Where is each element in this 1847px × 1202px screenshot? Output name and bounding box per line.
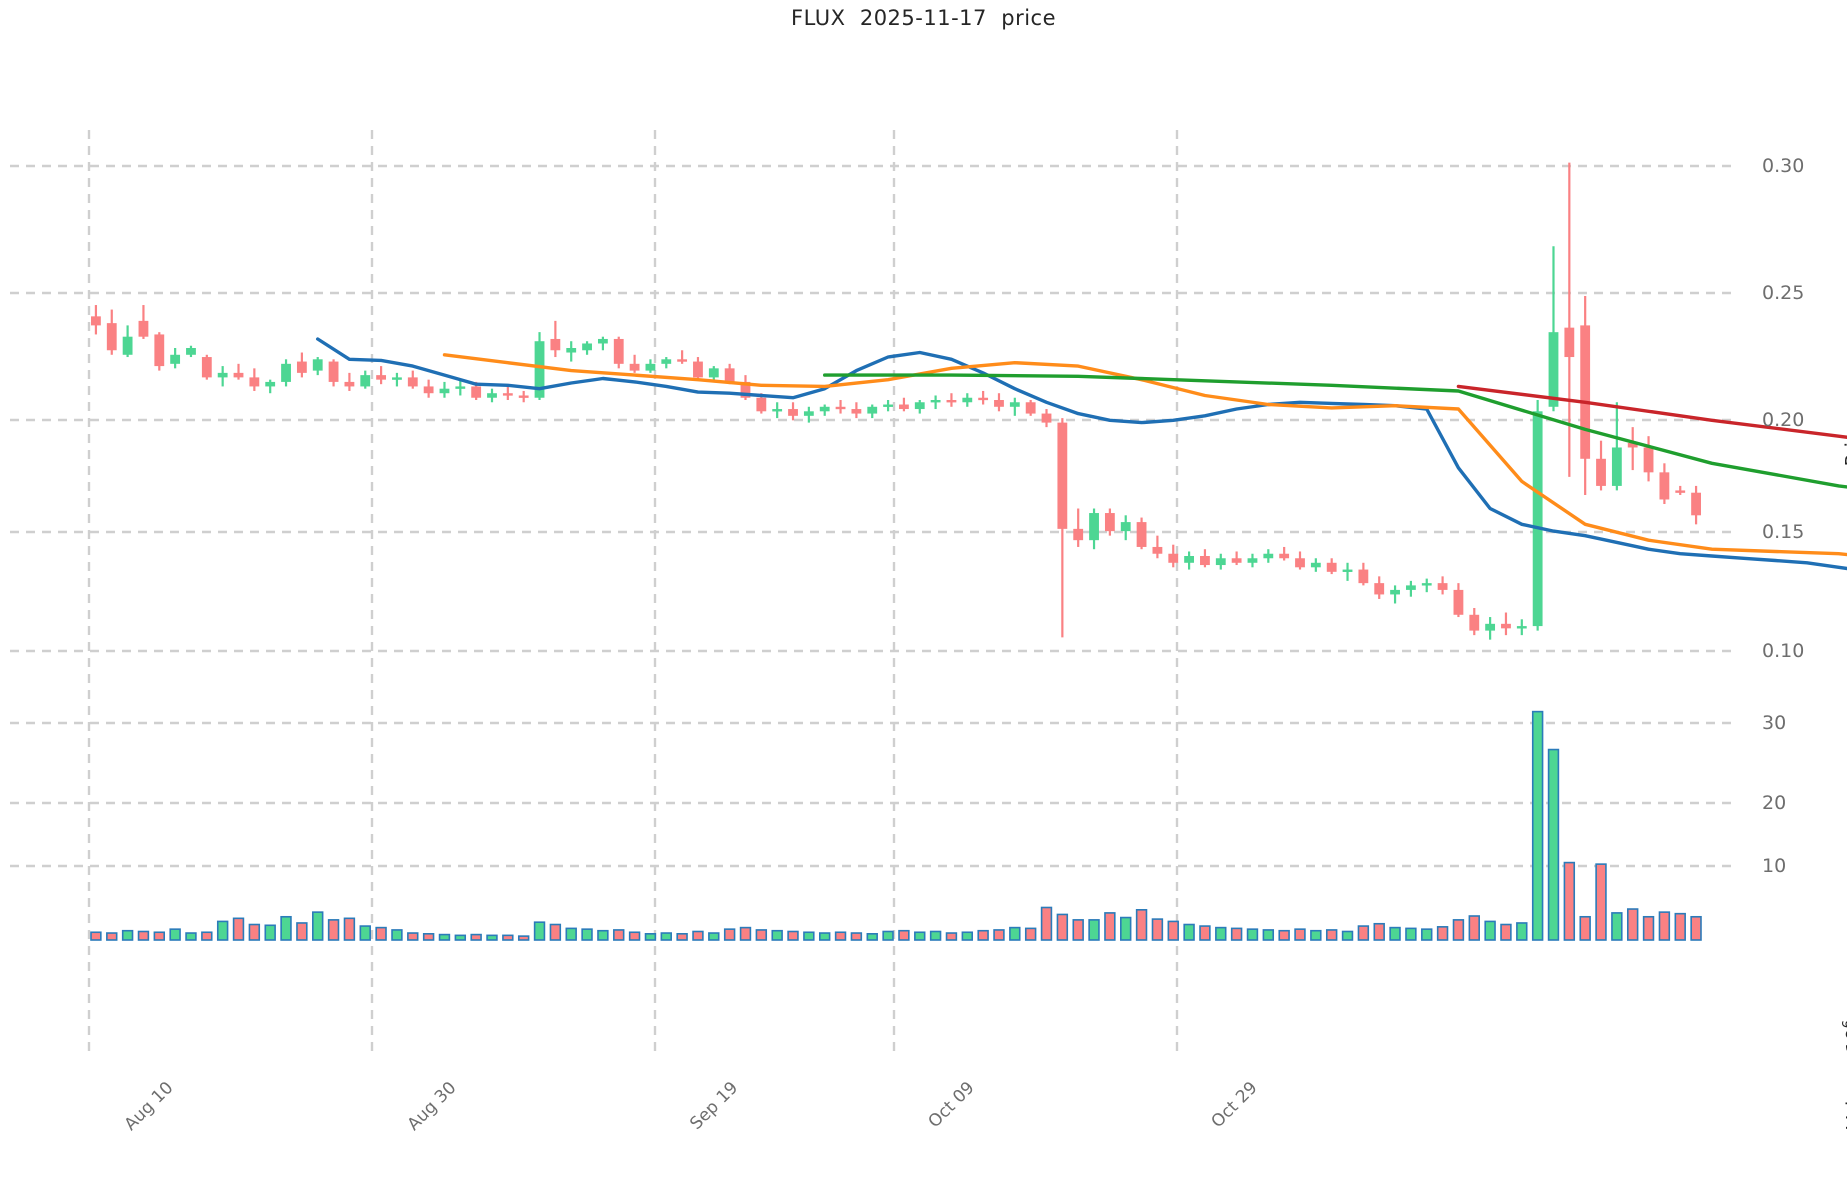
page-title: FLUX 2025-11-17 price [791,6,1056,30]
volume-tick-label: 30 [1762,712,1787,734]
moving-average-lines [316,337,1847,571]
volume-exponent: 6 [1841,1020,1847,1028]
volume-bars [90,710,1702,941]
price-tick-label: 0.25 [1762,282,1805,304]
candlesticks [91,162,1701,640]
volume-axis-title-text: Volume 10 [1842,1028,1847,1130]
volume-axis-title: Volume 106 [1841,1020,1847,1129]
price-tick-label: 0.10 [1762,640,1805,662]
price-tick-label: 0.15 [1762,521,1805,543]
price-tick-label: 0.20 [1762,409,1805,431]
volume-tick-label: 10 [1762,855,1787,877]
volume-tick-label: 20 [1762,792,1787,814]
gridlines [10,130,1736,1058]
price-axis-title: Price [1841,420,1847,467]
price-tick-label: 0.30 [1762,155,1805,177]
